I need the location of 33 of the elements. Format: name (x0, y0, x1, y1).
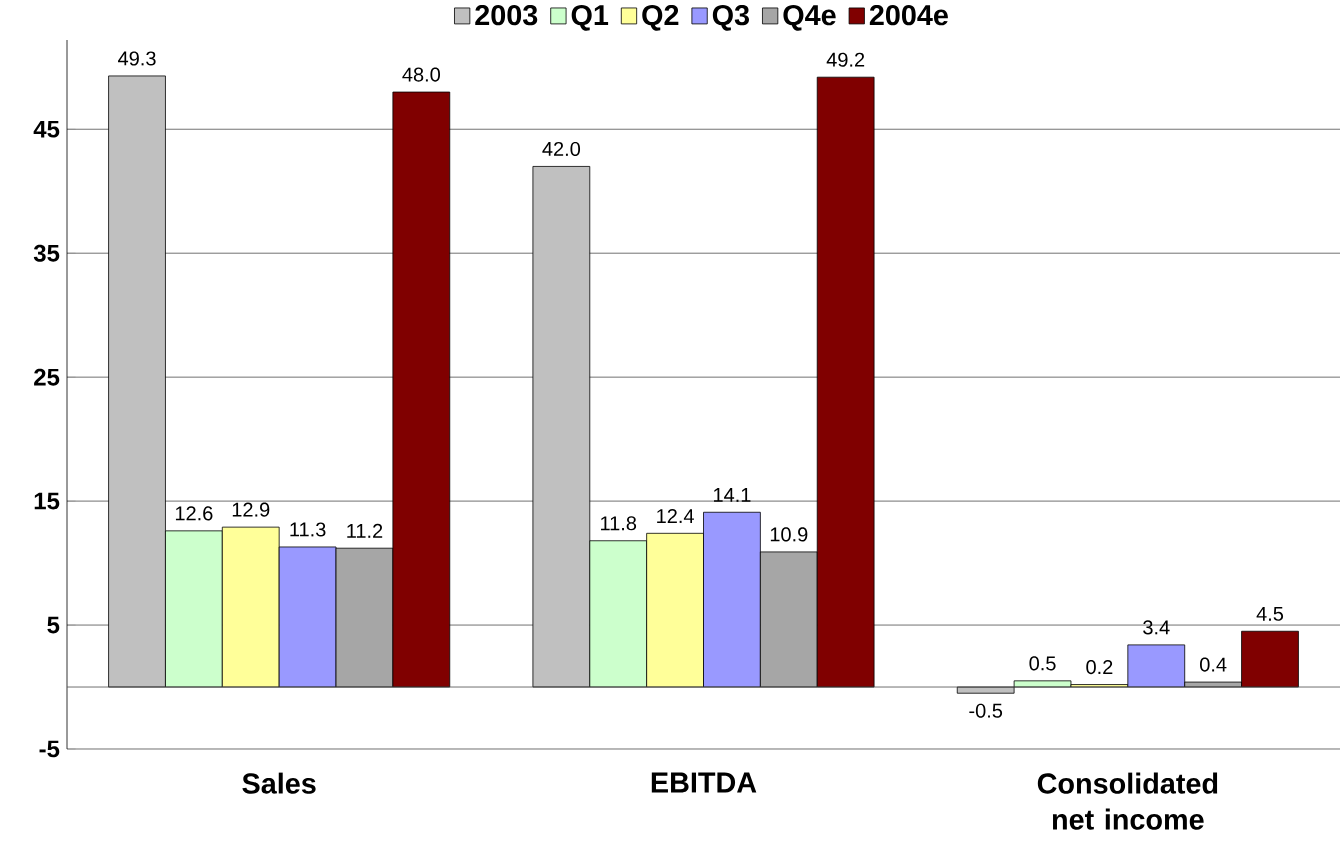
data-label: 3.4 (1143, 620, 1170, 635)
x-tick-label: Sales (242, 772, 316, 794)
data-label: 0.2 (1086, 659, 1113, 675)
legend-label: Q4e (783, 4, 836, 31)
data-label: 12.9 (232, 502, 270, 517)
legend-label: 2004e (869, 4, 948, 26)
data-label: 11.8 (601, 516, 637, 531)
data-label: 10.9 (770, 527, 808, 542)
data-label: 0.4 (1200, 657, 1227, 672)
x-tick-label: Consolidated net income (1037, 772, 1218, 830)
legend-label: 2003 (475, 4, 538, 26)
data-label: 11.3 (290, 522, 326, 537)
y-tick-label: 35 (33, 244, 60, 262)
data-label: 0.5 (1029, 656, 1056, 671)
y-tick-label: 25 (34, 368, 60, 386)
data-label: 12.6 (175, 506, 213, 521)
y-tick-label: 15 (34, 492, 60, 510)
x-tick-label: EBITDA (651, 772, 757, 793)
data-label: 42.0 (542, 141, 581, 157)
y-tick-label: 45 (33, 120, 60, 138)
data-label: -0.5 (969, 703, 1003, 718)
legend-label: Q3 (712, 4, 750, 31)
data-label: 14.1 (714, 488, 751, 502)
data-label: 12.4 (657, 508, 694, 523)
legend-label: Q2 (642, 4, 679, 31)
data-label: 4.5 (1256, 606, 1284, 621)
y-tick-label: -5 (39, 740, 60, 758)
data-label: 49.2 (826, 52, 865, 67)
data-label: 49.3 (118, 51, 156, 66)
data-label: 48.0 (402, 67, 441, 82)
legend-label: Q1 (571, 4, 609, 31)
y-tick-label: 5 (47, 616, 60, 634)
data-label: 11.2 (347, 523, 383, 538)
